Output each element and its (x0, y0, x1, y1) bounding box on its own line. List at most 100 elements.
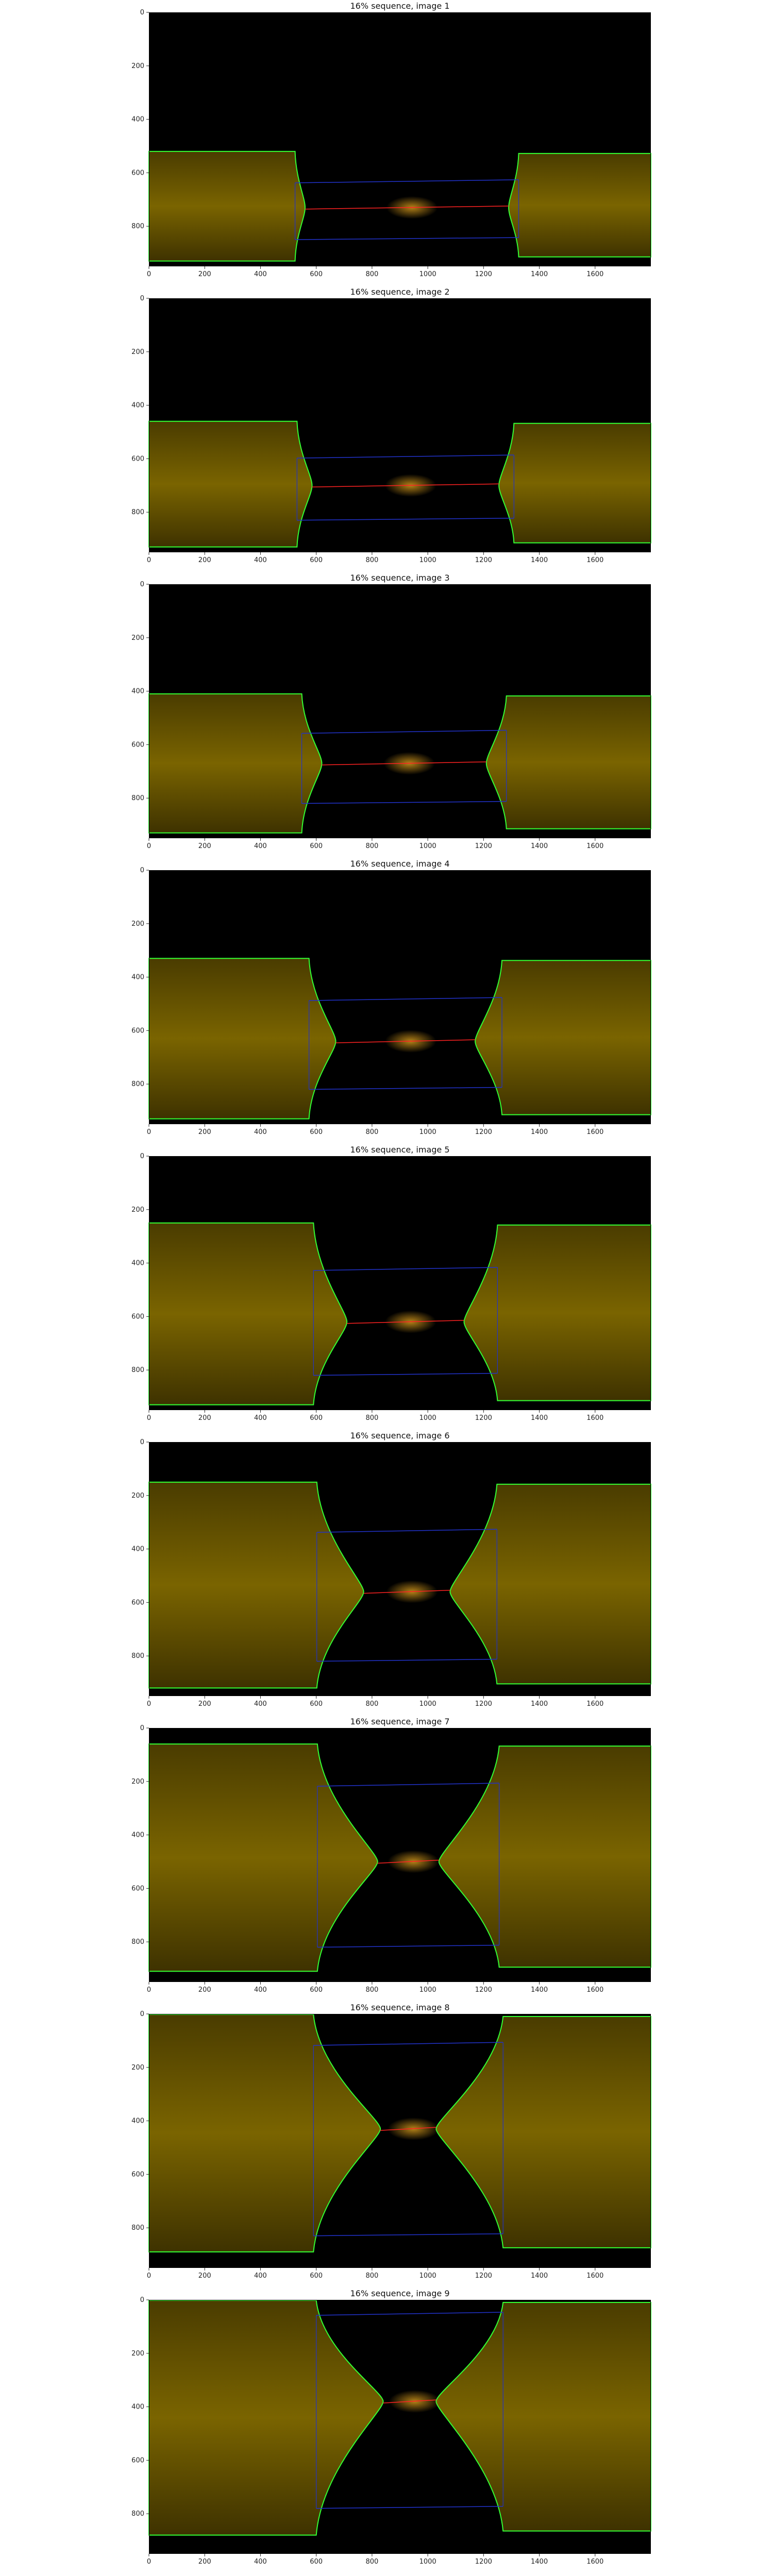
panel-title: 16% sequence, image 2 (350, 287, 450, 297)
x-tick-label: 200 (198, 1128, 211, 1136)
width-line-bottom (295, 237, 519, 240)
y-tick-label: 600 (131, 741, 144, 749)
x-tick-label: 400 (254, 2272, 267, 2280)
y-tick-label: 200 (131, 1778, 144, 1786)
width-line-top (301, 730, 507, 734)
x-tick-label: 800 (365, 556, 378, 564)
x-tick-label: 1200 (475, 1414, 492, 1422)
neck-line (380, 2127, 436, 2131)
x-tick-label: 800 (365, 2272, 378, 2280)
x-tick-label: 1400 (531, 1986, 548, 1994)
y-tick-label: 0 (140, 1153, 144, 1160)
y-tick-label: 600 (131, 1027, 144, 1035)
plot-frame (149, 870, 651, 1124)
image-panel-6: 16% sequence, image 6 0 200 400 600 800 1000 12… (0, 1430, 773, 1716)
y-tick-label: 200 (131, 920, 144, 928)
x-tick-label: 1200 (475, 2272, 492, 2280)
y-tick-label: 600 (131, 2171, 144, 2178)
y-tick-label: 400 (131, 2403, 144, 2411)
x-tick-label: 800 (365, 1986, 378, 1994)
x-tick-label: 1400 (531, 842, 548, 850)
x-tick-label: 200 (198, 2558, 211, 2566)
width-line-bottom (316, 2506, 503, 2509)
plot-frame (149, 1156, 651, 1410)
x-tick-label: 1200 (475, 2558, 492, 2566)
x-tick-label: 0 (147, 1128, 151, 1136)
neck-line (335, 1039, 476, 1043)
x-tick-label: 1000 (419, 2558, 436, 2566)
x-tick-label: 600 (310, 2272, 323, 2280)
y-tick-label: 0 (140, 295, 144, 302)
y-tick-label: 200 (131, 1206, 144, 1214)
panel-title: 16% sequence, image 8 (350, 2003, 450, 2012)
x-tick-label: 1400 (531, 2272, 548, 2280)
x-tick-label: 600 (310, 270, 323, 278)
width-line-bottom (316, 1658, 497, 1662)
neck-line (312, 483, 499, 488)
left-body (148, 1222, 348, 1405)
x-tick-label: 1000 (419, 842, 436, 850)
x-tick-label: 1600 (586, 1986, 603, 1994)
left-body (148, 693, 323, 834)
image-plot: 0 200 400 600 800 1000 1200 1400 1600 0 200 400 600 8… (131, 295, 651, 564)
panel-title: 16% sequence, image 7 (350, 1717, 450, 1726)
width-line-top (313, 2042, 503, 2046)
y-tick-label: 0 (140, 2010, 144, 2018)
plot-frame (149, 298, 651, 552)
x-tick-label: 1200 (475, 1700, 492, 1708)
x-tick-label: 600 (310, 1700, 323, 1708)
x-tick-label: 600 (310, 1128, 323, 1136)
y-tick-label: 800 (131, 2224, 144, 2232)
plot-frame (149, 12, 651, 266)
y-tick-label: 400 (131, 116, 144, 124)
y-tick-label: 200 (131, 2064, 144, 2072)
x-tick-label: 0 (147, 270, 151, 278)
y-tick-label: 600 (131, 1599, 144, 1606)
x-tick-label: 1400 (531, 556, 548, 564)
plot-frame (149, 1728, 651, 1982)
x-tick-label: 1200 (475, 1128, 492, 1136)
x-tick-label: 200 (198, 842, 211, 850)
y-tick-label: 0 (140, 867, 144, 874)
left-body (148, 2300, 384, 2536)
x-tick-label: 0 (147, 842, 151, 850)
x-tick-label: 1000 (419, 1128, 436, 1136)
x-tick-label: 200 (198, 270, 211, 278)
width-line-top (297, 454, 514, 459)
x-tick-label: 600 (310, 1986, 323, 1994)
x-tick-label: 800 (365, 270, 378, 278)
x-tick-label: 0 (147, 1414, 151, 1422)
y-tick-label: 0 (140, 2296, 144, 2304)
right-body (463, 1224, 651, 1401)
width-line-bottom (317, 1944, 499, 1948)
width-line-bottom (313, 1372, 498, 1376)
image-plot: 0 200 400 600 800 1000 1200 1400 1600 0 200 400 600 8… (131, 1153, 651, 1422)
image-plot: 0 200 400 600 800 1000 1200 1400 1600 0 200 400 600 8… (131, 1438, 651, 1708)
x-tick-label: 400 (254, 2558, 267, 2566)
neck-line (322, 761, 486, 766)
x-tick-label: 1600 (586, 556, 603, 564)
x-tick-label: 200 (198, 2272, 211, 2280)
y-tick-label: 400 (131, 688, 144, 696)
y-tick-label: 800 (131, 1366, 144, 1374)
x-tick-label: 1400 (531, 1700, 548, 1708)
x-tick-label: 1000 (419, 2272, 436, 2280)
x-tick-label: 1000 (419, 270, 436, 278)
panel-title: 16% sequence, image 6 (350, 1431, 450, 1440)
y-tick-label: 600 (131, 169, 144, 177)
y-tick-label: 200 (131, 1492, 144, 1500)
image-plot: 0 200 400 600 800 1000 1200 1400 1600 0 200 400 600 8… (131, 1724, 651, 1994)
y-tick-label: 800 (131, 794, 144, 802)
y-tick-label: 400 (131, 1546, 144, 1553)
left-body (148, 420, 313, 548)
x-tick-label: 1600 (586, 2558, 603, 2566)
neck-line (377, 1859, 439, 1864)
right-body (485, 695, 651, 829)
width-line-bottom (297, 517, 514, 521)
x-tick-label: 800 (365, 1700, 378, 1708)
image-panel-1: 16% sequence, image 1 0 200 400 600 800 1000 12… (0, 0, 773, 286)
image-plot: 0 200 400 600 800 1000 1200 1400 1600 0 200 400 600 8… (131, 867, 651, 1136)
width-line-bottom (313, 2233, 503, 2236)
right-body (449, 1483, 651, 1685)
y-tick-label: 200 (131, 62, 144, 70)
